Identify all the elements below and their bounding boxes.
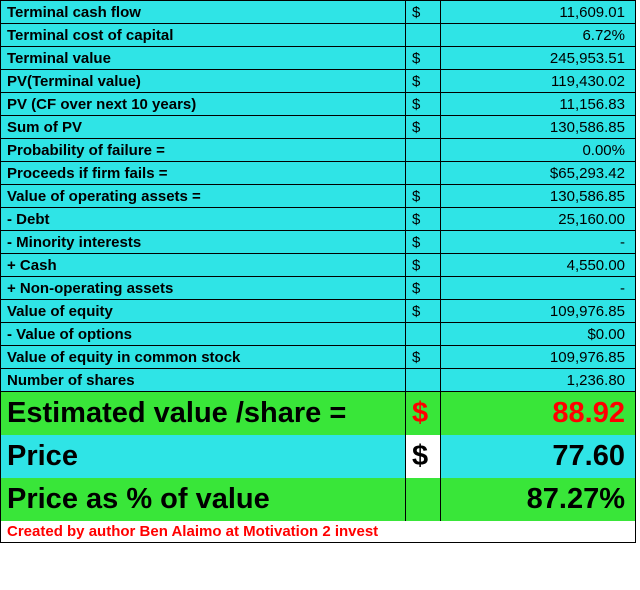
row-label: Probability of failure =	[1, 139, 406, 161]
table-row: - Minority interests$-	[1, 230, 635, 253]
row-label: PV (CF over next 10 years)	[1, 93, 406, 115]
table-row: Terminal cost of capital 6.72%	[1, 23, 635, 46]
table-row: + Cash$4,550.00	[1, 253, 635, 276]
row-label: - Value of options	[1, 323, 406, 345]
row-currency: $	[406, 185, 441, 207]
row-currency: $	[406, 254, 441, 276]
row-label: Value of equity in common stock	[1, 346, 406, 368]
row-currency: $	[406, 300, 441, 322]
row-currency: $	[406, 93, 441, 115]
table-row: Value of equity in common stock$109,976.…	[1, 345, 635, 368]
table-row: Value of equity$109,976.85	[1, 299, 635, 322]
row-value: $0.00	[441, 323, 635, 345]
summary-value: 88.92	[441, 392, 635, 435]
table-row: Number of shares 1,236.80	[1, 368, 635, 391]
summary-value: 87.27%	[441, 478, 635, 521]
table-row: PV (CF over next 10 years)$11,156.83	[1, 92, 635, 115]
row-label: Value of equity	[1, 300, 406, 322]
row-label: + Cash	[1, 254, 406, 276]
row-label: PV(Terminal value)	[1, 70, 406, 92]
valuation-table: Terminal cash flow$11,609.01Terminal cos…	[0, 0, 636, 543]
footer-credit: Created by author Ben Alaimo at Motivati…	[1, 520, 635, 542]
table-row: + Non-operating assets$-	[1, 276, 635, 299]
row-value: 245,953.51	[441, 47, 635, 69]
table-row: Probability of failure = 0.00%	[1, 138, 635, 161]
row-label: Value of operating assets =	[1, 185, 406, 207]
row-label: Number of shares	[1, 369, 406, 391]
summary-currency	[406, 478, 441, 521]
row-value: 4,550.00	[441, 254, 635, 276]
row-currency	[406, 24, 441, 46]
table-row: - Value of options $0.00	[1, 322, 635, 345]
row-currency: $	[406, 116, 441, 138]
summary-row: Price as % of value 87.27%	[1, 477, 635, 520]
table-row: Proceeds if firm fails = $65,293.42	[1, 161, 635, 184]
row-currency: $	[406, 208, 441, 230]
row-value: 11,156.83	[441, 93, 635, 115]
row-value: 0.00%	[441, 139, 635, 161]
table-row: PV(Terminal value)$119,430.02	[1, 69, 635, 92]
row-currency	[406, 162, 441, 184]
row-label: + Non-operating assets	[1, 277, 406, 299]
table-row: Value of operating assets =$130,586.85	[1, 184, 635, 207]
row-value: $65,293.42	[441, 162, 635, 184]
table-row: Terminal cash flow$11,609.01	[1, 0, 635, 23]
row-currency: $	[406, 70, 441, 92]
row-label: Terminal cash flow	[1, 1, 406, 23]
row-currency: $	[406, 231, 441, 253]
table-row: Terminal value$245,953.51	[1, 46, 635, 69]
row-currency: $	[406, 346, 441, 368]
summary-label: Price as % of value	[1, 478, 406, 521]
summary-row: Price$77.60	[1, 434, 635, 477]
row-currency	[406, 139, 441, 161]
footer-text: Created by author Ben Alaimo at Motivati…	[7, 523, 378, 540]
row-value: 1,236.80	[441, 369, 635, 391]
row-currency	[406, 323, 441, 345]
row-label: Proceeds if firm fails =	[1, 162, 406, 184]
row-label: - Debt	[1, 208, 406, 230]
row-value: 109,976.85	[441, 300, 635, 322]
row-value: 109,976.85	[441, 346, 635, 368]
summary-currency: $	[406, 435, 441, 478]
row-value: -	[441, 231, 635, 253]
row-currency: $	[406, 1, 441, 23]
row-value: -	[441, 277, 635, 299]
row-label: Terminal cost of capital	[1, 24, 406, 46]
row-value: 6.72%	[441, 24, 635, 46]
row-currency: $	[406, 277, 441, 299]
row-value: 130,586.85	[441, 116, 635, 138]
row-label: Sum of PV	[1, 116, 406, 138]
row-value: 119,430.02	[441, 70, 635, 92]
row-value: 130,586.85	[441, 185, 635, 207]
row-value: 25,160.00	[441, 208, 635, 230]
row-value: 11,609.01	[441, 1, 635, 23]
summary-label: Estimated value /share =	[1, 392, 406, 435]
row-currency: $	[406, 47, 441, 69]
row-label: - Minority interests	[1, 231, 406, 253]
table-row: Sum of PV$130,586.85	[1, 115, 635, 138]
summary-value: 77.60	[441, 435, 635, 478]
row-label: Terminal value	[1, 47, 406, 69]
summary-label: Price	[1, 435, 406, 478]
table-row: - Debt$25,160.00	[1, 207, 635, 230]
summary-currency: $	[406, 392, 441, 435]
row-currency	[406, 369, 441, 391]
summary-row: Estimated value /share =$88.92	[1, 391, 635, 434]
